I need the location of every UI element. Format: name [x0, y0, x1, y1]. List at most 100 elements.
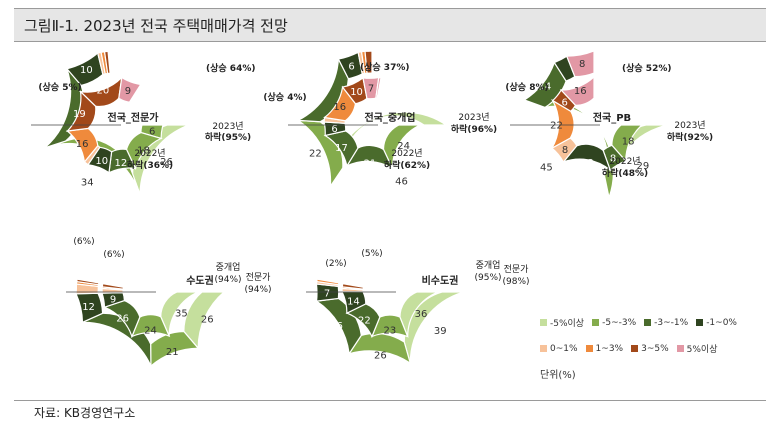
- segment-value-label: 16: [574, 86, 587, 97]
- inner-summary-label: 하락(48%): [602, 167, 648, 179]
- legend-item: -5~-3%: [592, 316, 636, 329]
- segment-value-label: 25: [48, 104, 61, 115]
- legend-swatch: [644, 319, 652, 326]
- segment-value-label: 6: [331, 124, 337, 135]
- donut-segment: [118, 76, 142, 103]
- inner-year-label: 2022년: [134, 148, 165, 159]
- segment-value-label: 6: [348, 61, 354, 72]
- donut-segment: [559, 75, 595, 106]
- donut-segment: [316, 278, 340, 286]
- inner-year-label: 2022년: [609, 156, 640, 167]
- inner-summary-label: 하락(36%): [127, 159, 173, 171]
- left-rise-label: (상승 4%): [263, 91, 306, 103]
- inner-summary-label: (94%): [214, 275, 241, 285]
- legend-item: 3~5%: [631, 342, 669, 355]
- donut-segment: [103, 50, 111, 75]
- left-rise-label: (상승 8%): [505, 81, 548, 93]
- legend-row-1: -5%이상 -5~-3% -3~-1% -1~0%: [540, 316, 760, 329]
- legend-swatch: [696, 319, 704, 326]
- outer-summary-label: (94%): [244, 285, 271, 295]
- legend-swatch: [676, 345, 684, 352]
- page-title: 그림Ⅱ-1. 2023년 전국 주택매매가격 전망: [24, 17, 288, 35]
- legend-item: 1~3%: [585, 342, 623, 355]
- segment-value-label: 17: [335, 143, 348, 154]
- top-rise-label: (상승 52%): [622, 62, 671, 74]
- legend-swatch: [585, 345, 593, 352]
- top-rise-label: (6%): [73, 237, 94, 247]
- segment-value-label: 7: [368, 84, 374, 95]
- source-divider: [14, 400, 766, 401]
- segment-value-label: 26: [374, 350, 387, 361]
- segment-value-label: 22: [313, 86, 326, 97]
- top-rise-label: (6%): [103, 250, 124, 260]
- top-rise-label: (상승 64%): [206, 62, 255, 74]
- segment-value-label: 12: [114, 158, 127, 169]
- inner-year-label: 중개업: [476, 260, 501, 271]
- donut-segment: [375, 76, 382, 100]
- legend-swatch: [631, 345, 639, 352]
- legend-swatch: [540, 345, 547, 352]
- segment-value-label: 6: [562, 98, 568, 109]
- segment-value-label: 22: [581, 158, 594, 169]
- unit-label: 단위(%): [540, 370, 576, 381]
- segment-value-label: 39: [434, 326, 447, 337]
- segment-value-label: 9: [110, 294, 116, 305]
- segment-value-label: 6: [149, 126, 155, 137]
- segment-value-label: 10: [350, 87, 363, 98]
- chart-title: 전국_중개업: [365, 111, 416, 124]
- segment-value-label: 16: [76, 139, 89, 150]
- outer-summary-label: 하락(95%): [205, 131, 251, 143]
- segment-value-label: 35: [175, 309, 188, 320]
- inner-summary-label: (95%): [474, 273, 501, 283]
- donut-segment: [76, 278, 100, 286]
- inner-year-label: 중개업: [216, 262, 241, 273]
- outer-summary-label: 하락(96%): [451, 123, 497, 135]
- segment-value-label: 22: [358, 315, 371, 326]
- legend-item: -3~-1%: [644, 316, 688, 329]
- legend-swatch: [540, 319, 547, 326]
- title-bar: 그림Ⅱ-1. 2023년 전국 주택매매가격 전망: [14, 8, 766, 42]
- outer-year-label: 2023년: [674, 120, 705, 131]
- segment-value-label: 29: [636, 161, 649, 172]
- outer-year-label: 전문가: [504, 264, 529, 275]
- legend-item: -1~0%: [696, 316, 737, 329]
- inner-year-label: 2022년: [391, 148, 422, 159]
- legend-swatch: [592, 319, 600, 326]
- legend-row-2: 0~1% 1~3% 3~5% 5%이상: [540, 342, 760, 355]
- donut-segment: [364, 50, 373, 74]
- segment-value-label: 21: [166, 347, 179, 358]
- top-rise-label: (5%): [361, 249, 382, 259]
- segment-value-label: 34: [81, 178, 94, 189]
- chart-title: 수도권: [186, 275, 214, 287]
- segment-value-label: 18: [622, 136, 635, 147]
- top-rise-label: (2%): [325, 259, 346, 269]
- segment-value-label: 36: [415, 309, 428, 320]
- segment-value-label: 8: [579, 59, 585, 70]
- segment-value-label: 24: [144, 325, 157, 336]
- outer-year-label: 2023년: [458, 112, 489, 123]
- segment-value-label: 35: [110, 341, 123, 352]
- segment-value-label: 26: [160, 157, 173, 168]
- segment-value-label: 18: [137, 145, 150, 156]
- source-note: 자료: KB경영연구소: [34, 406, 136, 420]
- segment-value-label: 8: [610, 153, 616, 164]
- outer-summary-label: (98%): [502, 277, 529, 287]
- segment-value-label: 26: [201, 314, 214, 325]
- segment-value-label: 8: [562, 145, 568, 156]
- outer-summary-label: 하락(92%): [667, 131, 713, 143]
- segment-value-label: 19: [73, 109, 86, 120]
- segment-value-label: 26: [330, 321, 343, 332]
- segment-value-label: 10: [80, 65, 93, 76]
- segment-value-label: 24: [397, 141, 410, 152]
- outer-year-label: 전문가: [246, 272, 271, 283]
- segment-value-label: 12: [82, 302, 95, 313]
- left-rise-label: (상승 5%): [38, 81, 81, 93]
- legend-item: 5%이상: [676, 342, 717, 355]
- donut-segment: [565, 50, 595, 78]
- outer-year-label: 2023년: [212, 121, 243, 132]
- segment-value-label: 21: [364, 158, 377, 169]
- segment-value-label: 14: [538, 82, 551, 93]
- donut-segment: [101, 282, 125, 290]
